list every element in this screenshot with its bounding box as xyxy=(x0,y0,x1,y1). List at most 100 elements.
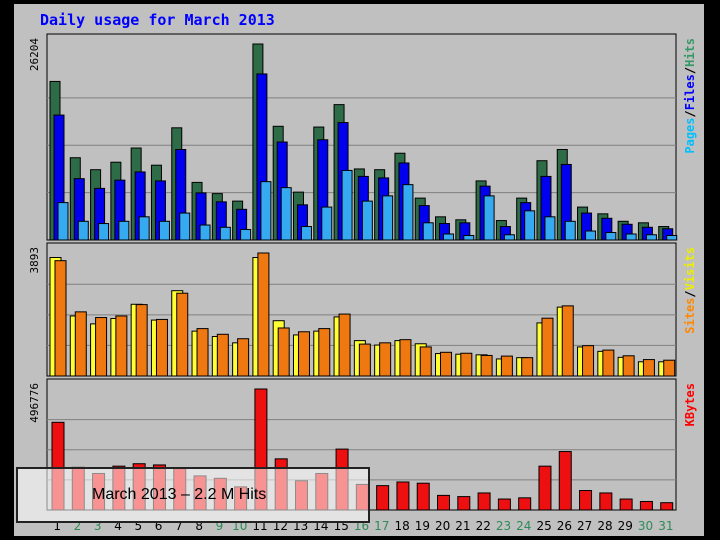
kbytes-panel: 496776 KBytes xyxy=(28,378,697,511)
hits-bar-pages-day-9 xyxy=(219,226,231,241)
hits-bar-pages-day-13 xyxy=(300,226,312,241)
hits-bar-pages-day-20 xyxy=(443,233,455,241)
x-tick-label-18: 18 xyxy=(394,519,409,533)
visits-legend-item-2: Visits xyxy=(683,247,697,290)
x-tick-label-20: 20 xyxy=(435,519,450,533)
x-tick-label-9: 9 xyxy=(216,519,224,533)
visits-bar-sites-day-4 xyxy=(115,315,128,377)
x-tick-label-2: 2 xyxy=(74,519,82,533)
visits-bar-sites-day-13 xyxy=(297,331,310,377)
visits-bar-sites-day-21 xyxy=(460,352,473,377)
visits-legend-item-1: / xyxy=(683,290,697,297)
hits-ymax-label: 26204 xyxy=(28,38,41,71)
visits-bar-sites-day-29 xyxy=(622,355,635,377)
hits-bar-pages-day-27 xyxy=(585,230,597,241)
visits-bar-sites-day-23 xyxy=(500,355,513,377)
x-tick-label-3: 3 xyxy=(94,519,102,533)
visits-ymax-label: 3893 xyxy=(28,247,41,274)
hits-bar-pages-day-21 xyxy=(463,235,475,241)
hits-bar-pages-day-29 xyxy=(625,233,637,241)
visits-bar-sites-day-22 xyxy=(480,354,493,377)
visits-panel: 3893 Sites/Visits xyxy=(28,242,697,377)
x-tick-label-25: 25 xyxy=(536,519,551,533)
visits-bar-sites-day-8 xyxy=(196,328,209,377)
callout-text: March 2013 – 2.2 M Hits xyxy=(92,486,267,503)
visits-bar-sites-day-28 xyxy=(602,349,615,377)
visits-bar-sites-day-7 xyxy=(176,292,189,377)
x-tick-label-7: 7 xyxy=(175,519,183,533)
hits-bar-pages-day-26 xyxy=(564,220,576,241)
hits-bar-pages-day-5 xyxy=(138,216,150,241)
visits-bar-sites-day-2 xyxy=(74,311,87,377)
kbytes-bar-kbytes-day-19 xyxy=(416,482,430,511)
visits-bar-sites-day-12 xyxy=(277,327,290,377)
hits-bar-pages-day-15 xyxy=(341,169,353,241)
hits-bar-pages-day-10 xyxy=(240,229,252,241)
hits-bar-pages-day-14 xyxy=(321,206,333,241)
kbytes-bar-kbytes-day-28 xyxy=(599,492,613,511)
hits-legend: Pages/Files/Hits xyxy=(683,38,697,154)
visits-bar-sites-day-3 xyxy=(95,317,108,377)
x-tick-label-31: 31 xyxy=(658,519,673,533)
kbytes-bar-kbytes-day-21 xyxy=(457,496,471,511)
visits-bar-sites-day-20 xyxy=(440,351,453,377)
hits-legend-item-1: / xyxy=(683,110,697,117)
hits-bar-pages-day-24 xyxy=(524,210,536,241)
kbytes-bar-kbytes-day-25 xyxy=(538,465,552,511)
visits-bar-sites-day-24 xyxy=(521,357,534,377)
visits-bar-sites-day-5 xyxy=(135,304,148,377)
hits-bar-pages-day-31 xyxy=(666,235,678,241)
kbytes-bar-kbytes-day-29 xyxy=(619,498,633,511)
visits-bar-sites-day-16 xyxy=(358,343,371,377)
visits-bar-sites-day-10 xyxy=(237,338,250,377)
x-tick-label-19: 19 xyxy=(415,519,430,533)
x-tick-label-27: 27 xyxy=(577,519,592,533)
visits-legend-item-0: Sites xyxy=(683,298,697,334)
x-tick-label-17: 17 xyxy=(374,519,389,533)
hits-bar-pages-day-11 xyxy=(260,181,272,241)
kbytes-bar-kbytes-day-31 xyxy=(660,502,674,511)
hits-bar-pages-day-19 xyxy=(422,222,434,241)
hits-legend-item-0: Pages xyxy=(683,118,697,154)
hits-bar-pages-day-22 xyxy=(483,195,495,241)
kbytes-ymax-label: 496776 xyxy=(28,383,41,423)
x-tick-label-28: 28 xyxy=(597,519,612,533)
hits-bar-pages-day-8 xyxy=(199,224,211,241)
kbytes-legend: KBytes xyxy=(683,383,697,426)
visits-bar-sites-day-15 xyxy=(338,313,351,377)
visits-bar-sites-day-6 xyxy=(155,318,168,377)
hits-bar-pages-day-12 xyxy=(280,187,292,241)
kbytes-bar-kbytes-day-20 xyxy=(437,494,451,511)
visits-bar-sites-day-14 xyxy=(318,328,331,377)
visits-bar-sites-day-30 xyxy=(642,359,655,377)
hits-bar-pages-day-1 xyxy=(57,202,69,241)
kbytes-bar-kbytes-day-17 xyxy=(376,485,390,511)
hits-legend-item-4: Hits xyxy=(683,38,697,67)
visits-bar-sites-day-17 xyxy=(379,342,392,377)
x-tick-label-22: 22 xyxy=(476,519,491,533)
visits-bar-sites-day-9 xyxy=(216,333,229,377)
visits-bar-sites-day-1 xyxy=(54,260,67,377)
x-tick-label-4: 4 xyxy=(114,519,122,533)
visits-bar-sites-day-27 xyxy=(582,345,595,377)
hits-callout: March 2013 – 2.2 M Hits xyxy=(16,467,370,523)
hits-bar-pages-day-3 xyxy=(98,223,110,241)
kbytes-bar-kbytes-day-18 xyxy=(396,481,410,511)
x-tick-label-1: 1 xyxy=(53,519,61,533)
hits-bar-pages-day-16 xyxy=(361,200,373,241)
hits-bar-pages-day-28 xyxy=(605,232,617,241)
visits-bar-sites-day-19 xyxy=(419,346,432,377)
visits-bar-sites-day-18 xyxy=(399,339,412,377)
x-tick-label-8: 8 xyxy=(195,519,203,533)
hits-bar-pages-day-6 xyxy=(158,220,170,241)
x-tick-label-29: 29 xyxy=(618,519,633,533)
hits-bar-pages-day-2 xyxy=(77,220,89,241)
hits-bar-pages-day-18 xyxy=(402,184,414,241)
visits-bar-sites-day-25 xyxy=(541,317,554,377)
hits-bar-pages-day-17 xyxy=(382,195,394,241)
kbytes-bar-kbytes-day-24 xyxy=(518,497,532,511)
x-tick-label-6: 6 xyxy=(155,519,163,533)
visits-bar-sites-day-11 xyxy=(257,252,270,377)
